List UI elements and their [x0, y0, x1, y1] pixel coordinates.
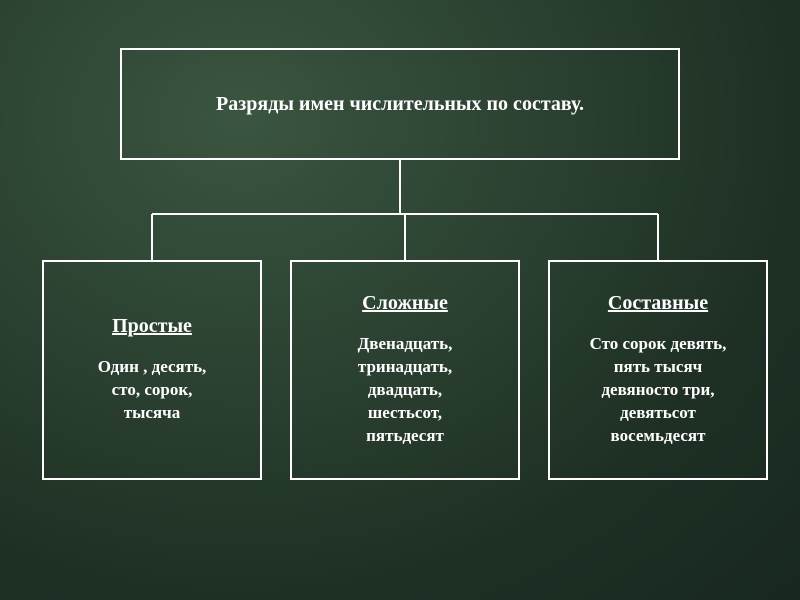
child-title-0: Простые	[58, 315, 246, 338]
child-body-0: Один , десять, сто, сорок, тысяча	[58, 356, 246, 425]
child-box-2: Составные Сто сорок девять, пять тысяч д…	[548, 260, 768, 480]
child-box-1: Сложные Двенадцать, тринадцать, двадцать…	[290, 260, 520, 480]
root-title: Разряды имен числительных по составу.	[136, 93, 664, 116]
child-body-2: Сто сорок девять, пять тысяч девяносто т…	[564, 333, 752, 448]
child-title-2: Составные	[564, 292, 752, 315]
child-title-1: Сложные	[306, 292, 504, 315]
root-box: Разряды имен числительных по составу.	[120, 48, 680, 160]
child-body-1: Двенадцать, тринадцать, двадцать, шестьс…	[306, 333, 504, 448]
child-box-0: Простые Один , десять, сто, сорок, тысяч…	[42, 260, 262, 480]
